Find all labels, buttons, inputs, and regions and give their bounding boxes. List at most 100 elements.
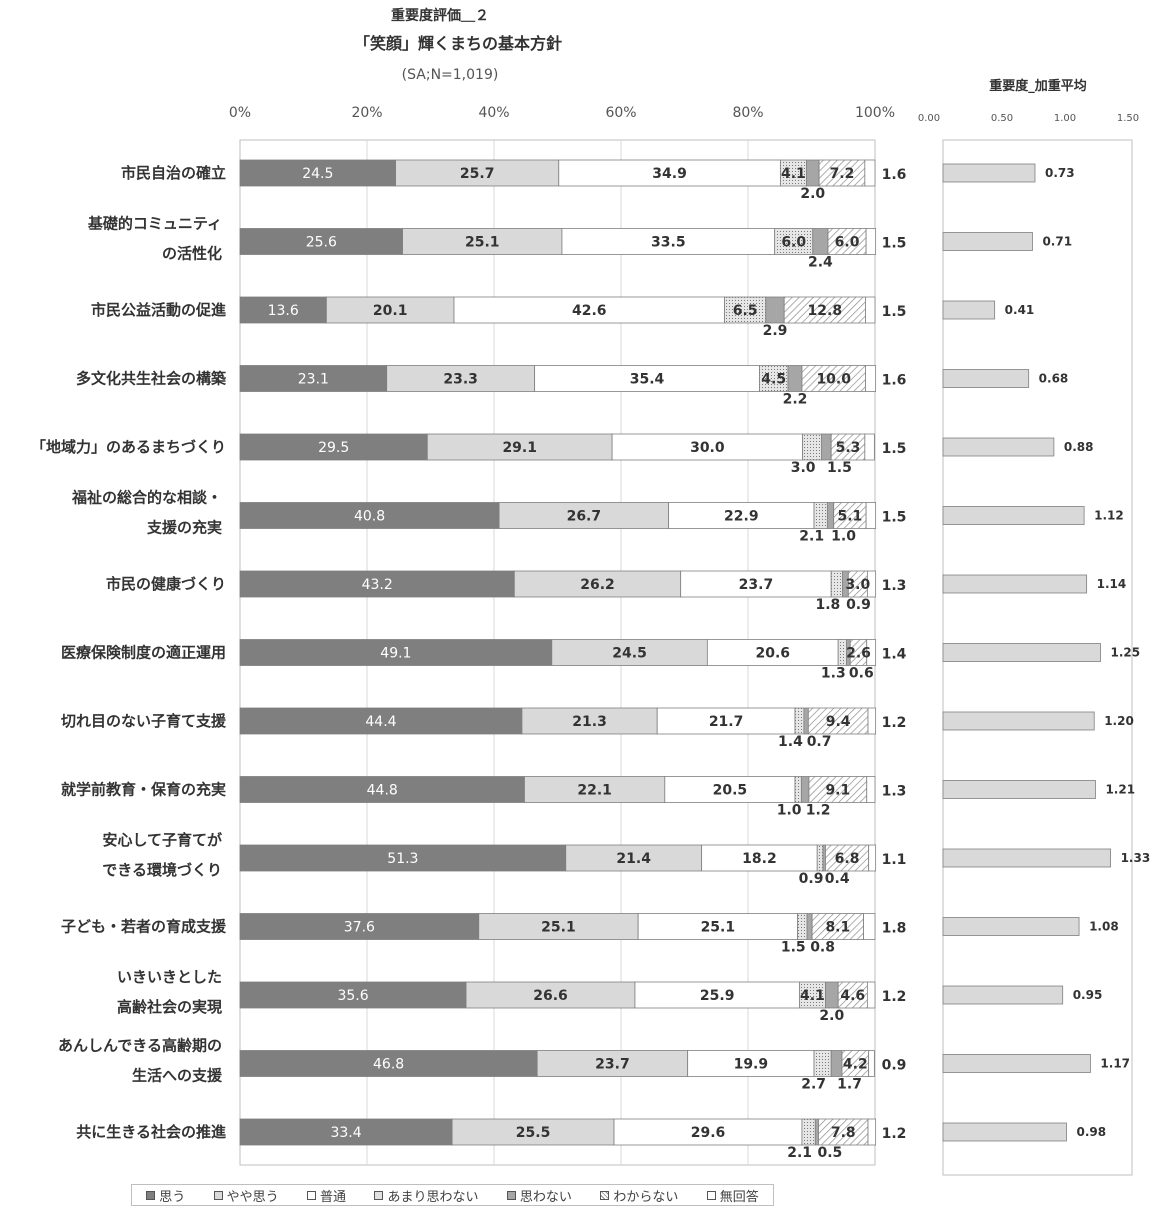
chart-svg: 重要度評価＿２ 「笑顔」輝くまちの基本方針 (SA;N=1,019) 0% 20% 40%… bbox=[31, 7, 1150, 1176]
data-label: 1.4 bbox=[778, 734, 803, 750]
side-data-label: 0.73 bbox=[1045, 166, 1075, 180]
data-label: 1.0 bbox=[831, 529, 856, 545]
bar-segment-3 bbox=[634, 981, 800, 1009]
legend-label: 無回答 bbox=[719, 1189, 759, 1205]
data-label: 25.9 bbox=[700, 988, 735, 1004]
bar-segment-7 bbox=[866, 981, 876, 1009]
category-label: 生活への支援 bbox=[132, 1067, 223, 1085]
bar-segment-7 bbox=[863, 913, 876, 940]
bar-segment-3 bbox=[656, 707, 796, 735]
side-data-label: 0.88 bbox=[1064, 440, 1094, 454]
data-label: 12.8 bbox=[808, 303, 843, 319]
side-bar bbox=[942, 163, 1036, 183]
bar-segment-7 bbox=[866, 639, 877, 666]
side-x-tick-label: 0.50 bbox=[991, 113, 1013, 124]
data-label: 26.2 bbox=[580, 577, 615, 593]
bar-segment-4 bbox=[813, 1050, 832, 1077]
data-label: 1.7 bbox=[837, 1077, 862, 1093]
x-tick-label: 80% bbox=[732, 105, 763, 121]
data-label: 22.9 bbox=[724, 509, 759, 525]
legend-label: やや思う bbox=[226, 1189, 279, 1205]
data-label: 2.4 bbox=[808, 255, 833, 271]
data-label: 1.5 bbox=[882, 510, 907, 526]
data-label: 29.5 bbox=[318, 440, 349, 456]
data-label: 0.7 bbox=[807, 734, 832, 750]
category-label: あんしんできる高齢期の bbox=[58, 1037, 222, 1055]
x-tick-label: 40% bbox=[478, 105, 509, 121]
data-label: 29.1 bbox=[502, 440, 537, 456]
legend-label: 思う bbox=[159, 1189, 186, 1205]
data-label: 4.1 bbox=[781, 166, 806, 182]
data-label: 2.7 bbox=[801, 1077, 826, 1093]
bar-segment-3 bbox=[637, 913, 798, 940]
side-bar bbox=[942, 506, 1085, 525]
data-label: 2.0 bbox=[819, 1008, 844, 1024]
side-x-tick-label: 0.00 bbox=[918, 113, 940, 124]
data-label: 24.5 bbox=[302, 166, 333, 182]
side-bar bbox=[942, 300, 996, 320]
bar-segment-4 bbox=[794, 776, 802, 803]
data-label: 33.5 bbox=[651, 235, 686, 251]
data-label: 25.1 bbox=[541, 920, 576, 936]
category-label: 市民自治の確立 bbox=[121, 164, 226, 182]
side-bar bbox=[942, 848, 1111, 868]
bar-segment-6 bbox=[841, 1050, 870, 1077]
legend-item: やや思う bbox=[213, 1186, 279, 1205]
bar-segment-3 bbox=[611, 433, 804, 461]
data-label: 1.3 bbox=[821, 666, 846, 682]
data-label: 10.0 bbox=[816, 372, 851, 388]
data-label: 1.5 bbox=[882, 304, 907, 320]
data-label: 33.4 bbox=[330, 1125, 361, 1141]
data-label: 23.1 bbox=[298, 372, 329, 388]
data-label: 18.2 bbox=[742, 851, 777, 867]
bar-segment-5 bbox=[814, 1118, 819, 1146]
bar-segment-7 bbox=[868, 844, 877, 872]
data-label: 25.6 bbox=[306, 235, 337, 251]
data-label: 49.1 bbox=[380, 646, 411, 662]
data-label: 30.0 bbox=[690, 440, 725, 456]
category-label: 安心して子育てが bbox=[102, 831, 223, 849]
bar-segment-7 bbox=[864, 159, 876, 187]
chart-title: 重要度評価＿２ bbox=[391, 7, 489, 24]
side-bar bbox=[942, 985, 1064, 1005]
bar-segment-1 bbox=[239, 159, 396, 187]
data-label: 23.7 bbox=[595, 1057, 630, 1073]
category-label: 子ども・若者の育成支援 bbox=[61, 918, 227, 936]
data-label: 34.9 bbox=[652, 166, 687, 182]
data-label: 1.2 bbox=[882, 1126, 907, 1142]
category-label: できる環境づくり bbox=[102, 861, 222, 879]
bar-segment-4 bbox=[724, 296, 767, 324]
category-label: 就学前教育・保育の充実 bbox=[61, 781, 226, 799]
legend-item: 思う bbox=[146, 1186, 185, 1205]
x-tick-label: 60% bbox=[605, 105, 636, 121]
bar-segment-3 bbox=[687, 1050, 815, 1077]
legend-label: あまり思わない bbox=[387, 1189, 479, 1205]
bar-segment-2 bbox=[565, 844, 703, 872]
bar-segment-7 bbox=[868, 1050, 875, 1077]
bar-segment-6 bbox=[827, 228, 867, 255]
x-tick-label: 0% bbox=[229, 105, 251, 121]
bar-segment-6 bbox=[801, 365, 866, 392]
bar-segment-1 bbox=[239, 1118, 453, 1146]
category-label: 市民公益活動の促進 bbox=[91, 301, 227, 319]
x-tick-label: 100% bbox=[855, 105, 895, 121]
data-label: 23.7 bbox=[739, 577, 774, 593]
bar-segment-4 bbox=[794, 707, 805, 735]
bar-segment-7 bbox=[867, 1118, 877, 1146]
bar-segment-1 bbox=[239, 570, 515, 598]
legend-swatch bbox=[706, 1190, 716, 1200]
bar-segment-2 bbox=[498, 502, 670, 529]
bar-segment-5 bbox=[821, 433, 832, 461]
bar-segment-4 bbox=[774, 228, 814, 255]
side-data-label: 1.25 bbox=[1111, 646, 1141, 660]
side-data-label: 0.71 bbox=[1042, 235, 1072, 249]
data-label: 20.5 bbox=[713, 783, 748, 799]
legend: 思う やや思う 普通 あまり思わない 思わない わからない 無回答 bbox=[131, 1184, 774, 1206]
bar-segment-1 bbox=[239, 1050, 538, 1077]
bar-segment-3 bbox=[453, 296, 725, 324]
data-label: 24.5 bbox=[612, 646, 647, 662]
category-label: 高齢社会の実現 bbox=[117, 998, 222, 1016]
side-data-label: 0.98 bbox=[1076, 1125, 1106, 1139]
bar-segment-1 bbox=[239, 502, 500, 529]
